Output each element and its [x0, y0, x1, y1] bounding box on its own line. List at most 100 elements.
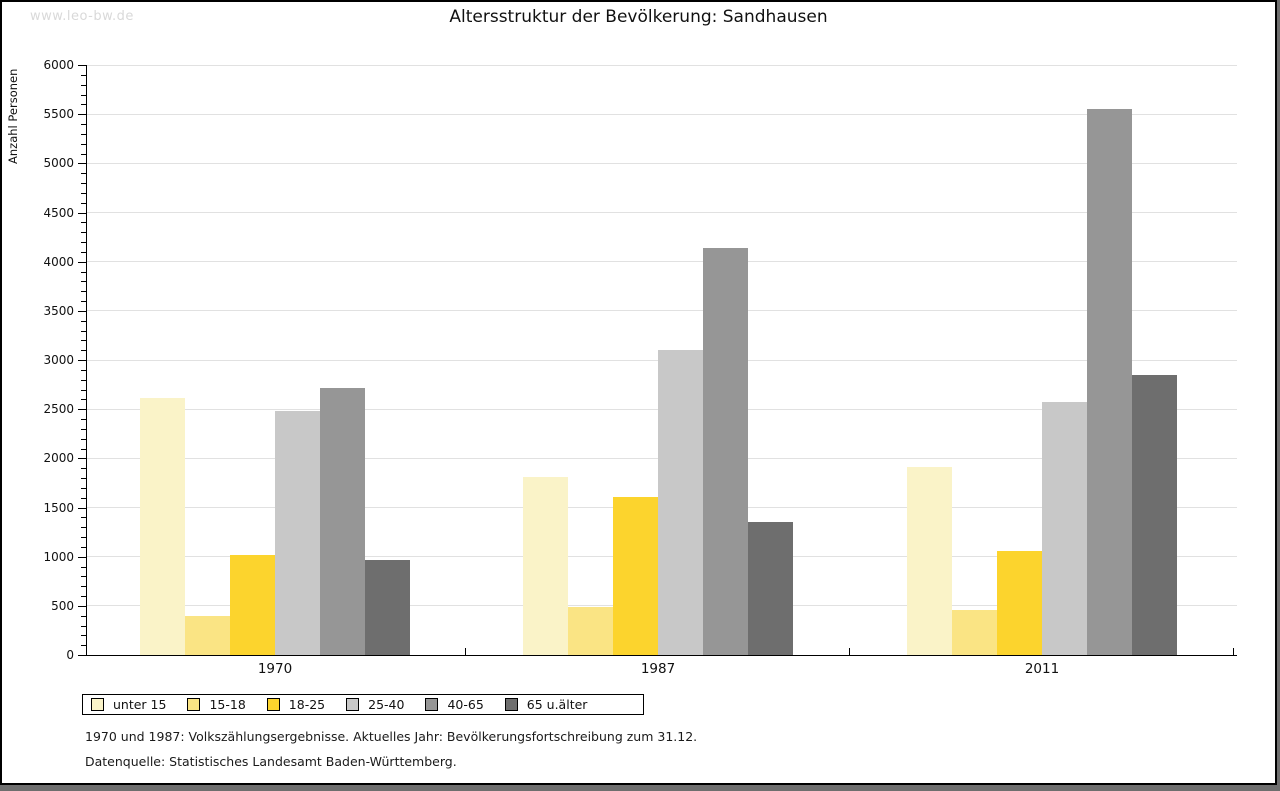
y-axis-minor-tick	[81, 615, 86, 617]
y-axis-major-tick	[78, 458, 86, 460]
y-axis-minor-tick	[81, 251, 86, 253]
x-axis-category-label: 1987	[640, 661, 676, 677]
legend-swatch-icon	[266, 698, 280, 711]
legend-swatch-icon	[504, 698, 518, 711]
gridline	[86, 261, 1237, 263]
y-axis-minor-tick	[81, 389, 86, 391]
y-axis-tick-label: 500	[51, 598, 74, 613]
y-axis-minor-tick	[81, 487, 86, 489]
y-axis-minor-tick	[81, 202, 86, 204]
y-axis-tick-label: 2500	[43, 402, 74, 417]
y-axis-tick-label: 2000	[43, 451, 74, 466]
bar-1970-unter-15	[140, 398, 185, 655]
y-axis-major-tick	[78, 163, 86, 165]
y-axis-minor-tick	[81, 84, 86, 86]
legend-entry-65-u-lter: 65 u.älter	[504, 697, 588, 712]
x-axis-tick	[849, 648, 850, 655]
y-axis-major-tick	[78, 556, 86, 558]
y-axis-major-tick	[78, 65, 86, 66]
bar-1970-40-65	[320, 387, 365, 655]
bar-1970-15-18	[185, 615, 230, 655]
y-axis-minor-tick	[81, 124, 86, 125]
y-axis-minor-tick	[81, 232, 86, 234]
x-axis-category-label: 1970	[257, 661, 293, 677]
legend-label: 65 u.älter	[526, 697, 588, 712]
legend-label: 40-65	[447, 697, 484, 712]
y-axis-minor-tick	[81, 645, 86, 647]
y-axis-minor-tick	[81, 133, 86, 135]
y-axis-minor-tick	[81, 468, 86, 470]
watermark-leo-bw: www.leo-bw.de	[30, 9, 134, 24]
legend-swatch-icon	[425, 698, 439, 711]
y-axis-minor-tick	[81, 438, 86, 440]
y-axis-tick-label: 4000	[43, 254, 74, 269]
y-axis-minor-tick	[81, 635, 86, 637]
legend-entry-unter-15: unter 15	[91, 697, 166, 712]
y-axis-minor-tick	[81, 566, 86, 568]
bar-1970-25-40	[275, 411, 320, 655]
gridline	[86, 162, 1237, 164]
y-axis-minor-tick	[81, 222, 86, 224]
gridline	[86, 212, 1237, 213]
legend-swatch-icon	[91, 698, 104, 711]
chart-title: Altersstruktur der Bevölkerung: Sandhaus…	[449, 7, 828, 27]
gridline	[86, 310, 1237, 312]
legend-entry-15-18: 15-18	[187, 697, 246, 712]
legend-entry-25-40: 25-40	[346, 697, 404, 712]
legend-entry-40-65: 40-65	[425, 697, 484, 712]
y-axis-minor-tick	[81, 271, 86, 273]
bar-1987-unter-15	[523, 477, 568, 655]
legend-label: unter 15	[113, 697, 167, 712]
gridline	[86, 113, 1237, 115]
legend-label: 15-18	[209, 697, 246, 712]
y-axis-minor-tick	[81, 596, 86, 597]
y-axis-minor-tick	[81, 428, 86, 430]
x-axis-line	[86, 655, 1237, 656]
bar-2011-25-40	[1042, 402, 1087, 655]
y-axis-minor-tick	[81, 143, 86, 145]
y-axis-tick-label: 3000	[43, 353, 74, 367]
y-axis-minor-tick	[81, 104, 86, 106]
y-axis-minor-tick	[81, 153, 86, 155]
y-axis-line	[86, 65, 87, 656]
bar-2011-40-65	[1087, 109, 1132, 655]
y-axis-minor-tick	[81, 369, 86, 371]
y-axis-minor-tick	[81, 94, 86, 96]
y-axis-minor-tick	[81, 517, 86, 519]
legend: unter 15 15-18 18-25 25-40 40-65 65 u.älter	[82, 694, 644, 715]
y-axis-minor-tick	[81, 546, 86, 548]
bar-1970-65-u-lter	[365, 559, 410, 655]
y-axis-minor-tick	[81, 320, 86, 322]
y-axis-tick-label: 5000	[43, 156, 74, 171]
y-axis-minor-tick	[81, 399, 86, 401]
y-axis-minor-tick	[81, 586, 86, 588]
y-axis-minor-tick	[81, 242, 86, 243]
y-axis-minor-tick	[81, 419, 86, 420]
bar-1987-15-18	[568, 606, 613, 655]
y-axis-minor-tick	[81, 281, 86, 283]
y-axis-major-tick	[78, 605, 86, 607]
y-axis-major-tick	[78, 261, 86, 263]
y-axis-minor-tick	[81, 192, 86, 194]
y-axis-tick-label: 4500	[43, 205, 74, 220]
bar-1970-18-25	[230, 554, 275, 655]
y-axis-tick-label: 1000	[43, 549, 74, 564]
footnote-sources: 1970 und 1987: Volkszählungsergebnisse. …	[85, 729, 698, 744]
y-axis-tick-label: 6000	[43, 58, 74, 72]
y-axis-minor-tick	[81, 478, 86, 479]
bar-2011-65-u-lter	[1132, 374, 1177, 655]
y-axis-minor-tick	[81, 183, 86, 184]
legend-label: 18-25	[288, 697, 326, 712]
y-axis-minor-tick	[81, 448, 86, 450]
y-axis-tick-label: 5500	[43, 107, 74, 122]
y-axis-major-tick	[78, 114, 86, 116]
gridline	[86, 64, 1237, 66]
y-axis-major-tick	[78, 507, 86, 509]
legend-label: 25-40	[368, 697, 405, 712]
y-axis-minor-tick	[81, 527, 86, 529]
legend-swatch-icon	[187, 698, 201, 711]
y-axis-minor-tick	[81, 74, 86, 76]
y-axis-minor-tick	[81, 625, 86, 627]
